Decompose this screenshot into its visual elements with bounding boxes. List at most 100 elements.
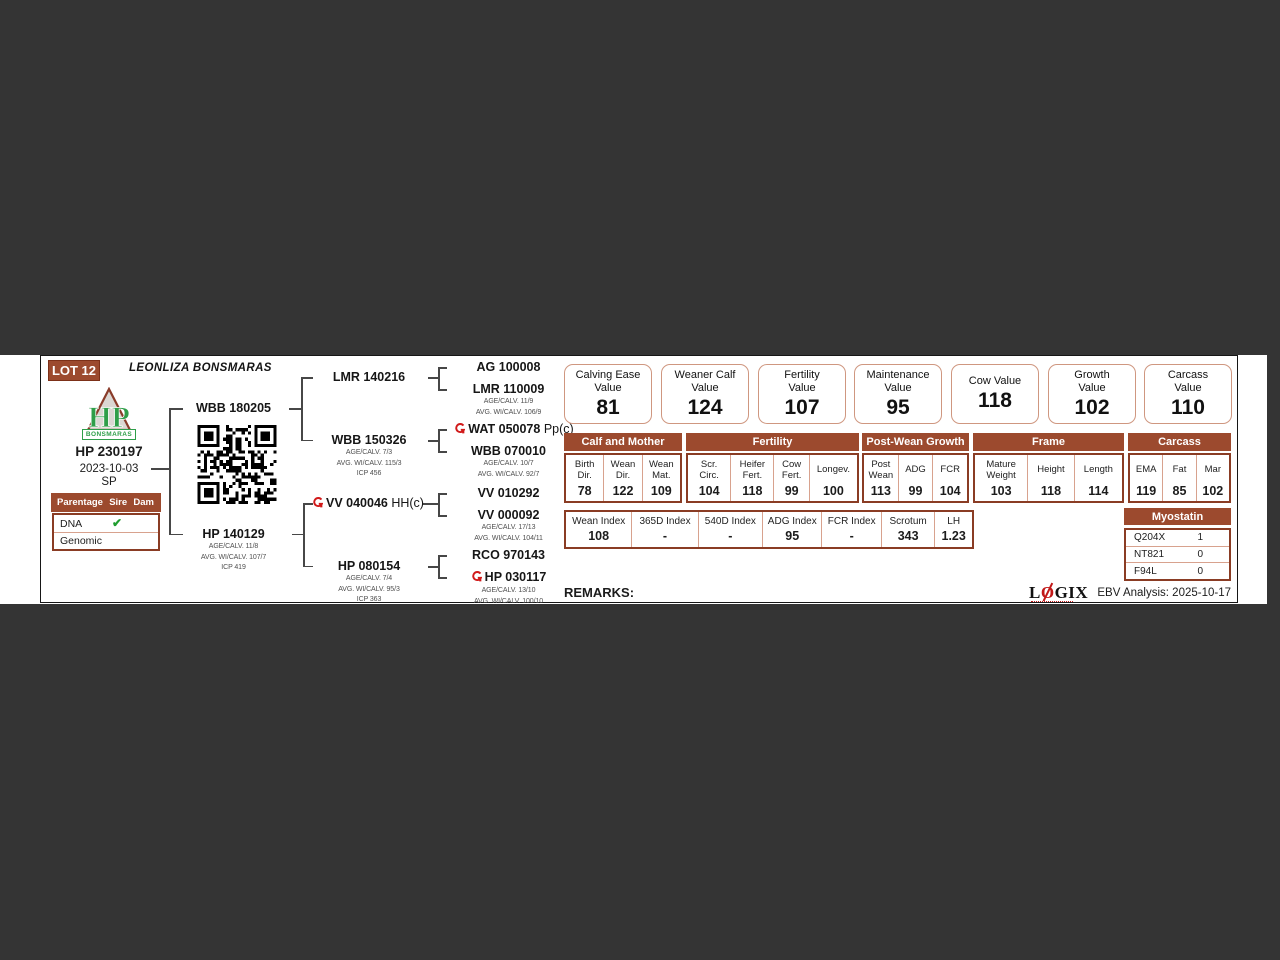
animal-birthdate: 2023-10-03 (79, 463, 139, 475)
animal-id: HP 030117 (484, 570, 547, 584)
group-title: Fertility (686, 433, 859, 451)
index-value: 343 (897, 529, 919, 543)
parentage-row-label: DNA (60, 517, 83, 530)
remarks-label: REMARKS: (564, 585, 635, 600)
parentage-row-genomic: Genomic (54, 532, 158, 549)
genotyped-icon (454, 423, 466, 437)
horn-status: HH(c) (391, 496, 424, 510)
value-number: 102 (1074, 395, 1110, 419)
ebv-value: 119 (1136, 484, 1157, 498)
myostatin-row: Q204X 1 (1126, 530, 1229, 546)
gene-count: 0 (1197, 549, 1203, 560)
value-label: Cow Value (968, 375, 1022, 387)
stat-line: AVG. WI/CALV. 104/11 (474, 534, 543, 542)
ebv-analysis-date: EBV Analysis: 2025-10-17 (1097, 587, 1231, 599)
animal-id: HP 230197 (75, 444, 143, 459)
index-row: Wean Index 108 365D Index - 540D Index - AD… (564, 510, 974, 549)
parentage-row-dna: DNA ✔ (54, 515, 158, 532)
stat-line: AVG. WI/CALV. 107/7 (200, 553, 267, 561)
stat-line: ICP 456 (356, 470, 382, 477)
pedigree-node: LMR 140216 (309, 370, 429, 384)
logix-logo: LOGIX (1029, 583, 1088, 603)
animal-id: VV 040046 (326, 496, 388, 510)
index-value: 108 (588, 529, 610, 543)
index-cell: 365D Index - (631, 512, 697, 547)
value-number: 124 (687, 395, 723, 419)
index-cell: LH 1.23 (934, 512, 972, 547)
ebv-label: Birth Dir. (574, 459, 595, 481)
ebv-cell: Post Wean 113 (864, 455, 898, 501)
index-value: - (662, 529, 668, 543)
parentage-row-label: Genomic (60, 535, 103, 547)
animal-id: WAT 050078 (468, 422, 541, 436)
pedigree-node: LMR 110009 AGE/CALV. 11/9 AVG. WI/CALV. … (441, 382, 576, 417)
index-value: 95 (785, 529, 800, 543)
animal-block: HP 230197 2023-10-03 SP (54, 444, 164, 488)
pedigree-connector (438, 451, 447, 453)
ebv-cell: Heifer Fert. 118 (730, 455, 773, 501)
value-box-calving-ease: Calving Ease Value 81 (564, 364, 652, 424)
animal-id: WBB 150326 (331, 433, 407, 447)
value-label: Maintenance Value (866, 368, 930, 394)
value-label: Calving Ease Value (575, 368, 641, 394)
animal-id: VV 010292 (477, 486, 540, 500)
stat-line: AGE/CALV. 13/10 (481, 587, 536, 594)
animal-id: AG 100008 (476, 360, 541, 374)
stat-line: AGE/CALV. 7/4 (345, 575, 393, 582)
pedigree-connector (301, 377, 313, 379)
myostatin-row: NT821 0 (1126, 545, 1229, 563)
ebv-label: Mar (1204, 464, 1221, 476)
stat-line: AGE/CALV. 7/3 (345, 449, 393, 456)
horn-status: Pp(c) (543, 422, 574, 436)
ebv-cell: Length 114 (1073, 455, 1122, 501)
ebv-cell: Wean Dir. 122 (603, 455, 641, 501)
ebv-value: 104 (698, 484, 720, 498)
pedigree-node-dam: HP 140129 AGE/CALV. 11/8 AVG. WI/CALV. 1… (176, 527, 291, 573)
ebv-value: 109 (650, 484, 672, 498)
ebv-cell: Cow Fert. 99 (773, 455, 808, 501)
ebv-label: Wean Mat. (648, 459, 674, 481)
stat-line: AGE/CALV. 17/13 (481, 524, 536, 531)
value-box-fertility: Fertility Value 107 (758, 364, 846, 424)
value-box-growth: Growth Value 102 (1048, 364, 1136, 424)
ebv-label: Length (1083, 464, 1113, 476)
pedigree-connector (428, 566, 438, 568)
pedigree-connector (428, 440, 438, 442)
parentage-title: Parentage (57, 497, 103, 508)
pedigree-node: HP 030117 AGE/CALV. 13/10 AVG. WI/CALV. … (441, 570, 576, 606)
ebv-cell: Birth Dir. 78 (566, 455, 603, 501)
ebv-label: Post Wean (868, 459, 894, 481)
logix-letter: L (1029, 583, 1041, 602)
gene-label: Q204X (1134, 532, 1166, 544)
pedigree-connector (303, 503, 305, 567)
ebv-label: ADG (905, 464, 926, 476)
ebv-group-post-wean-growth: Post-Wean Growth Post Wean 113 ADG 99 FCR 1… (862, 433, 969, 503)
pedigree-connector (169, 408, 171, 535)
ebv-label: Cow Fert. (781, 459, 802, 481)
value-box-weaner-calf: Weaner Calf Value 124 (661, 364, 749, 424)
pedigree-connector (292, 533, 303, 535)
group-title: Post-Wean Growth (862, 433, 969, 451)
pedigree-node: VV 000092 AGE/CALV. 17/13 AVG. WI/CALV. … (441, 508, 576, 543)
pedigree-connector (289, 408, 301, 410)
index-value: - (728, 529, 733, 543)
index-cell: Wean Index 108 (566, 512, 631, 547)
index-label: 365D Index (639, 516, 691, 527)
pedigree-node: WBB 070010 AGE/CALV. 10/7 AVG. WI/CALV. … (441, 444, 576, 479)
pedigree-connector (438, 389, 447, 391)
pedigree-connector (301, 377, 303, 441)
gene-count: 0 (1197, 565, 1203, 577)
index-label: ADG Index (767, 516, 817, 527)
ebv-group-carcass: Carcass EMA 119 Fat 85 Mar 102 (1128, 433, 1231, 503)
pedigree-node: VV 040046 HH(c) (293, 496, 443, 511)
ebv-label: Heifer Fert. (739, 459, 766, 481)
animal-id: HP 080154 (337, 559, 401, 573)
gene-label: NT821 (1134, 549, 1165, 560)
ebv-group-frame: Frame Mature Weight 103 Height 118 Length 1… (973, 433, 1124, 503)
stat-line: AGE/CALV. 10/7 (483, 460, 534, 467)
genotyped-icon (312, 497, 324, 511)
pedigree-connector (169, 533, 183, 535)
pedigree-connector (438, 493, 447, 495)
index-cell: ADG Index 95 (762, 512, 821, 547)
value-number: 110 (1171, 395, 1205, 419)
